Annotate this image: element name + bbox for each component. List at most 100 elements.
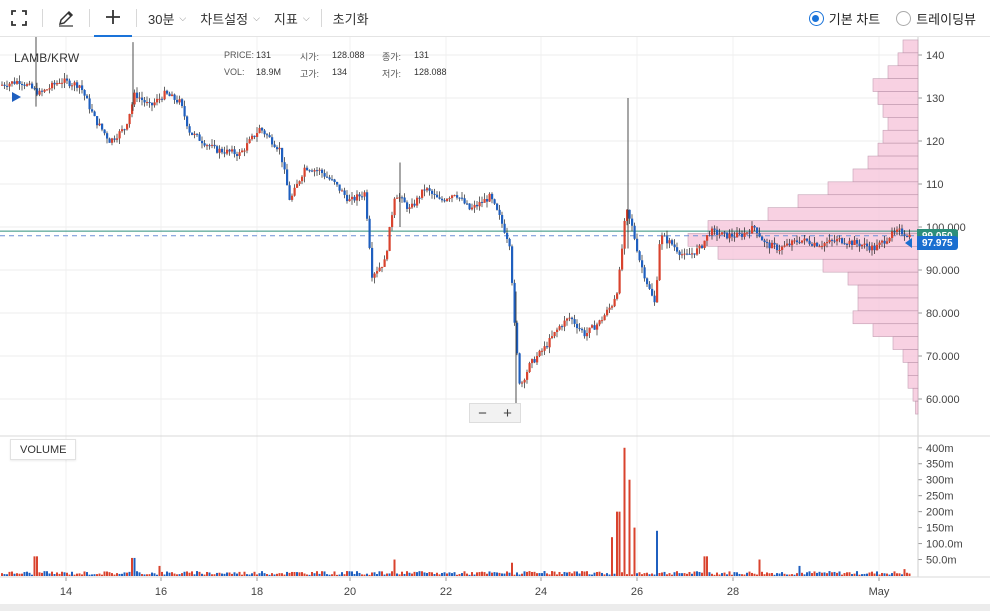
- volume-bar: [43, 571, 46, 576]
- candle-body: [641, 260, 644, 268]
- candle-body: [716, 229, 719, 236]
- volume-bar: [83, 571, 86, 576]
- volume-bar: [156, 574, 158, 576]
- candle-body: [536, 356, 539, 363]
- candle-body: [526, 372, 529, 380]
- volume-bar: [398, 574, 401, 576]
- volume-bar: [538, 573, 541, 576]
- candle-body: [563, 320, 566, 327]
- volume-bar: [328, 574, 331, 576]
- candle-body: [768, 242, 771, 249]
- candle-body: [38, 90, 41, 95]
- volume-bar: [768, 573, 771, 576]
- volume-bar: [641, 574, 643, 576]
- fullscreen-icon[interactable]: [0, 0, 38, 37]
- volume-bar: [403, 573, 406, 576]
- price-chart-canvas[interactable]: 140130120110100.00090.00080.00070.00060.…: [0, 37, 990, 604]
- volume-bar: [848, 572, 851, 576]
- candle-body: [151, 102, 154, 106]
- candle-body: [708, 235, 711, 237]
- candle-body: [851, 240, 854, 246]
- reset-button[interactable]: 초기화: [326, 0, 376, 37]
- volume-bar: [23, 572, 26, 576]
- volume-bar: [76, 573, 78, 576]
- volume-bar: [346, 571, 348, 576]
- volume-bar: [138, 572, 141, 576]
- volume-bar: [116, 573, 118, 576]
- candle-body: [878, 242, 881, 245]
- candle-body: [428, 188, 431, 191]
- volume-bar: [96, 574, 98, 576]
- volume-bar: [891, 573, 893, 576]
- candle-body: [483, 199, 486, 203]
- volume-bar: [466, 573, 468, 576]
- candle-body: [391, 215, 394, 228]
- candle-body: [638, 251, 641, 261]
- volume-bar: [336, 574, 338, 576]
- current-price-arrow-icon: [905, 238, 912, 248]
- candle-body: [788, 243, 791, 246]
- candle-body: [603, 315, 606, 321]
- candle-body: [828, 239, 831, 243]
- candle-body: [238, 152, 241, 156]
- volume-bar: [286, 571, 288, 576]
- volume-pane-label[interactable]: VOLUME: [10, 439, 77, 460]
- candle-body: [436, 194, 439, 198]
- candle-body: [611, 306, 614, 308]
- volume-bar: [873, 573, 876, 576]
- candle-body: [73, 82, 76, 86]
- volume-bar: [508, 572, 511, 576]
- interval-dropdown[interactable]: 30분 ⌵: [141, 0, 193, 37]
- horizontal-scrollbar[interactable]: [0, 604, 990, 611]
- indicators-dropdown[interactable]: 지표 ⌵: [267, 0, 317, 37]
- volume-bar: [378, 571, 381, 576]
- volume-bar: [718, 574, 721, 576]
- candle-body: [723, 232, 726, 234]
- volume-bar: [616, 511, 618, 576]
- candle-body: [636, 238, 639, 252]
- candle-body: [438, 197, 441, 199]
- candle-body: [296, 183, 299, 188]
- candle-body: [188, 126, 191, 133]
- chevron-down-icon: ⌵: [179, 12, 187, 23]
- volume-bar: [198, 571, 201, 576]
- candle-body: [68, 80, 71, 87]
- candle-body: [231, 149, 234, 152]
- volume-bar: [218, 572, 221, 576]
- volume-bar: [511, 562, 513, 576]
- candle-body: [448, 198, 451, 200]
- volume-bar: [38, 572, 41, 576]
- volume-bar: [861, 574, 863, 576]
- candle-body: [393, 198, 396, 216]
- candle-body: [881, 240, 884, 243]
- candle-body: [496, 203, 499, 210]
- volume-bar: [441, 572, 443, 576]
- volume-profile-bar: [872, 323, 919, 337]
- volume-bar: [311, 571, 313, 576]
- candle-body: [251, 135, 254, 140]
- volume-profile-bar: [882, 104, 919, 118]
- volume-bar: [78, 573, 81, 576]
- candle-body: [903, 234, 906, 236]
- candle-body: [906, 235, 909, 237]
- zoom-in-button[interactable]: +: [503, 404, 512, 422]
- crosshair-add-icon[interactable]: [94, 0, 132, 37]
- volume-bar: [741, 574, 743, 576]
- zoom-out-button[interactable]: −: [478, 404, 487, 422]
- date-tick-label: 24: [535, 586, 547, 598]
- candle-body: [283, 162, 286, 170]
- volume-bar: [281, 573, 283, 576]
- volume-bar: [608, 574, 611, 576]
- chart-settings-dropdown[interactable]: 차트설정 ⌵: [193, 0, 267, 37]
- tradingview-radio[interactable]: 트레이딩뷰: [896, 9, 976, 28]
- volume-bar: [661, 572, 663, 576]
- candle-body: [356, 194, 359, 201]
- basic-chart-radio[interactable]: 기본 차트: [808, 9, 880, 28]
- candle-body: [246, 143, 249, 151]
- volume-bar: [251, 573, 253, 576]
- candle-body: [53, 82, 56, 85]
- candle-body: [698, 245, 701, 249]
- volume-bar: [101, 574, 103, 576]
- candle-body: [11, 81, 14, 84]
- draw-pencil-icon[interactable]: [47, 0, 85, 37]
